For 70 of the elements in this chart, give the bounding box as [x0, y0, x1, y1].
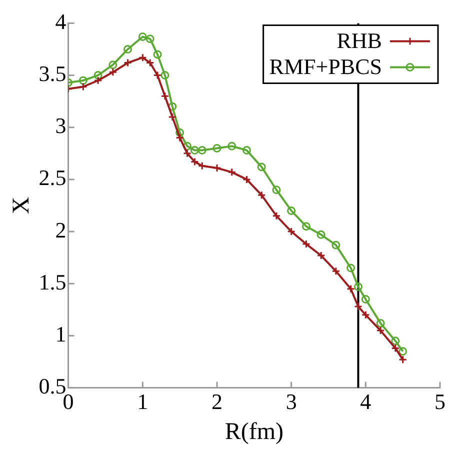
point	[176, 134, 184, 142]
y-tick-label: 1	[55, 321, 66, 346]
point	[190, 158, 199, 166]
point	[153, 50, 162, 59]
y-axis-title: X	[8, 196, 35, 214]
point	[94, 71, 102, 80]
point	[212, 144, 222, 152]
y-tick-label: 3	[55, 113, 66, 138]
point	[160, 71, 170, 80]
point	[398, 347, 408, 356]
point	[354, 302, 362, 311]
point	[361, 310, 370, 320]
point	[242, 175, 251, 184]
point	[176, 128, 184, 137]
point	[361, 295, 370, 304]
point	[287, 227, 296, 236]
x-tick-label: 5	[434, 388, 446, 414]
x-tick-label: 1	[137, 388, 148, 414]
point	[153, 71, 162, 80]
x-tick-label: 4	[360, 388, 372, 414]
point	[287, 206, 296, 215]
point	[108, 68, 118, 76]
point	[332, 240, 340, 250]
point	[138, 32, 147, 41]
point	[376, 318, 385, 328]
point	[78, 76, 88, 85]
point	[332, 266, 340, 276]
point	[257, 190, 266, 200]
y-tick-label: 1.5	[38, 269, 66, 294]
x-axis-title: R(fm)	[224, 418, 284, 445]
point	[182, 149, 192, 158]
point	[242, 146, 251, 155]
point	[346, 284, 356, 294]
point	[272, 212, 281, 220]
y-tick-label: 3.5	[38, 61, 66, 86]
point	[94, 76, 102, 85]
point	[228, 142, 236, 150]
point	[198, 146, 206, 155]
point	[302, 240, 310, 248]
y-tick-label: 4	[55, 8, 66, 34]
point	[316, 251, 326, 260]
point	[212, 164, 222, 172]
point	[376, 326, 385, 335]
point	[346, 264, 356, 272]
point	[160, 92, 170, 100]
point	[257, 162, 266, 172]
point	[124, 58, 132, 68]
point	[391, 336, 400, 346]
point	[108, 60, 118, 70]
point	[138, 53, 147, 62]
x-tick-label: 3	[286, 388, 297, 414]
point	[391, 344, 400, 352]
y-tick-label: 2.5	[38, 165, 66, 190]
point	[168, 112, 177, 122]
legend-label: RMF+PBCS	[269, 54, 382, 79]
point	[190, 146, 199, 155]
point	[228, 168, 236, 176]
point	[354, 282, 362, 292]
x-tick-label: 2	[211, 388, 222, 414]
point	[316, 230, 326, 239]
point	[78, 82, 88, 91]
y-tick-label: 2	[55, 217, 66, 242]
point	[302, 222, 310, 231]
point	[272, 186, 281, 194]
point	[146, 58, 154, 68]
point	[146, 34, 154, 44]
legend-label: RHB	[336, 28, 382, 53]
point	[168, 102, 177, 111]
point	[124, 44, 132, 54]
point	[198, 162, 206, 170]
